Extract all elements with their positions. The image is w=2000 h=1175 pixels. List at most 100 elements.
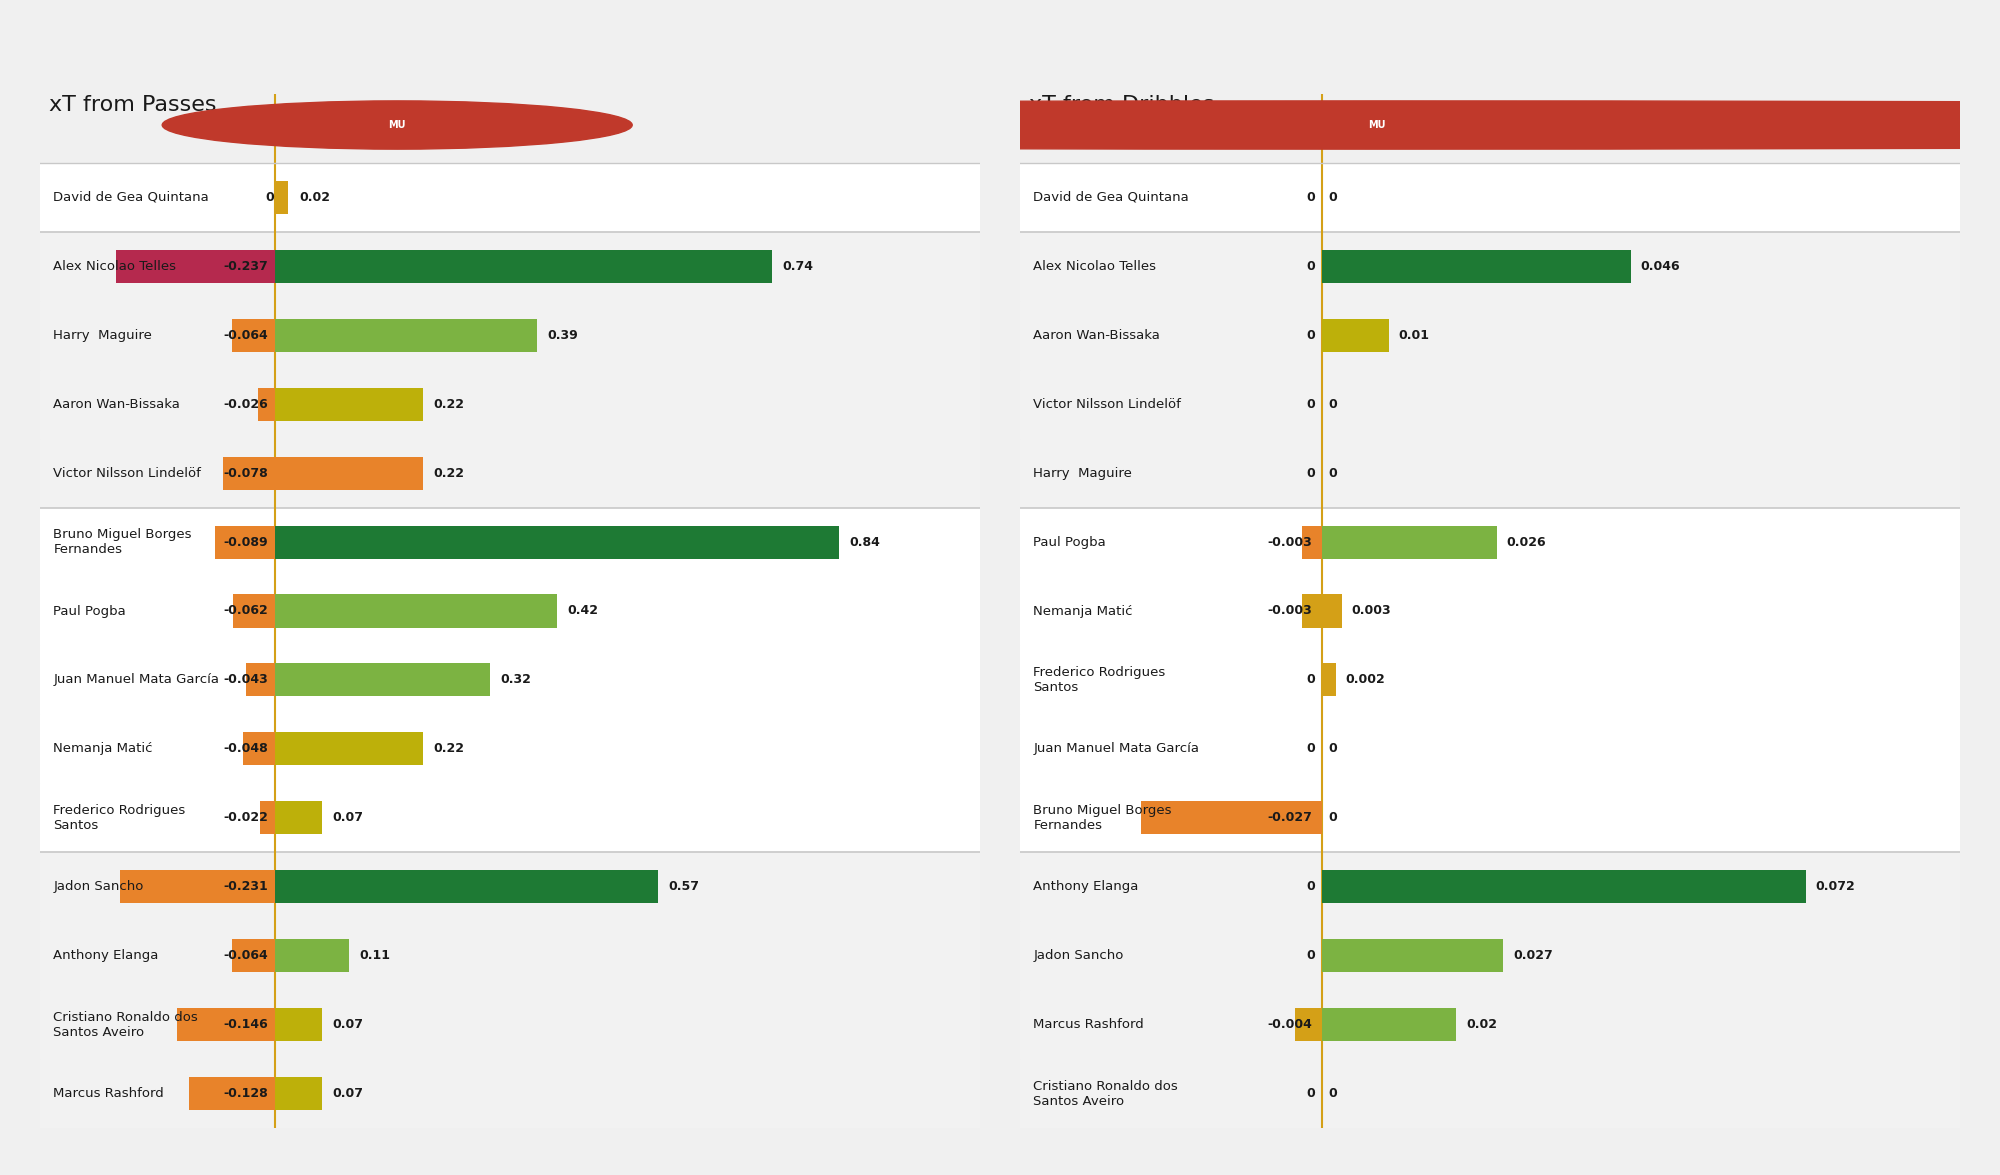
Bar bbox=[1322, 318, 1390, 351]
Bar bbox=[40, 645, 980, 714]
Text: -0.003: -0.003 bbox=[1268, 604, 1312, 618]
Bar bbox=[276, 181, 288, 214]
Bar bbox=[120, 871, 276, 904]
Bar bbox=[40, 370, 980, 438]
Text: xT from Passes: xT from Passes bbox=[50, 95, 216, 115]
Text: 0.74: 0.74 bbox=[782, 260, 814, 273]
Bar bbox=[176, 1008, 276, 1041]
Text: -0.089: -0.089 bbox=[224, 536, 268, 549]
Text: 0.84: 0.84 bbox=[850, 536, 880, 549]
Text: 0.22: 0.22 bbox=[434, 466, 464, 479]
Text: -0.043: -0.043 bbox=[224, 673, 268, 686]
Bar bbox=[258, 388, 276, 421]
Bar bbox=[1296, 1008, 1322, 1041]
Text: 0: 0 bbox=[1306, 260, 1316, 273]
Text: -0.231: -0.231 bbox=[224, 880, 268, 893]
Text: Nemanja Matić: Nemanja Matić bbox=[1034, 604, 1132, 618]
Text: 0.22: 0.22 bbox=[434, 743, 464, 756]
Text: -0.062: -0.062 bbox=[224, 604, 268, 618]
Text: Aaron Wan-Bissaka: Aaron Wan-Bissaka bbox=[54, 397, 180, 411]
Text: 0.002: 0.002 bbox=[1346, 673, 1384, 686]
Text: 0: 0 bbox=[1328, 1087, 1338, 1100]
Bar bbox=[116, 250, 276, 283]
Text: Harry  Maguire: Harry Maguire bbox=[54, 329, 152, 342]
Text: Paul Pogba: Paul Pogba bbox=[1034, 536, 1106, 549]
Text: -0.064: -0.064 bbox=[224, 949, 268, 962]
Text: -0.022: -0.022 bbox=[224, 811, 268, 825]
Text: -0.026: -0.026 bbox=[224, 397, 268, 411]
Text: 0: 0 bbox=[1306, 397, 1316, 411]
Text: 0: 0 bbox=[1328, 466, 1338, 479]
Bar bbox=[1020, 577, 1960, 645]
Bar bbox=[1020, 231, 1960, 301]
Text: Alex Nicolao Telles: Alex Nicolao Telles bbox=[1034, 260, 1156, 273]
Bar bbox=[190, 1077, 276, 1110]
Bar bbox=[40, 991, 980, 1059]
Bar bbox=[246, 664, 276, 697]
Bar bbox=[40, 163, 980, 231]
Text: Aaron Wan-Bissaka: Aaron Wan-Bissaka bbox=[1034, 329, 1160, 342]
Bar bbox=[1322, 525, 1496, 558]
Text: -0.048: -0.048 bbox=[224, 743, 268, 756]
Bar bbox=[1020, 645, 1960, 714]
Text: -0.004: -0.004 bbox=[1268, 1018, 1312, 1032]
Text: 0.046: 0.046 bbox=[1640, 260, 1680, 273]
Text: -0.003: -0.003 bbox=[1268, 536, 1312, 549]
Bar bbox=[1322, 595, 1342, 627]
Bar bbox=[276, 664, 490, 697]
Bar bbox=[1322, 664, 1336, 697]
Text: Nemanja Matić: Nemanja Matić bbox=[54, 743, 152, 756]
Bar bbox=[1020, 714, 1960, 784]
Bar bbox=[260, 801, 276, 834]
Text: 0: 0 bbox=[1306, 329, 1316, 342]
Bar bbox=[276, 525, 840, 558]
Bar bbox=[1020, 852, 1960, 921]
Text: 0.027: 0.027 bbox=[1512, 949, 1552, 962]
Text: Cristiano Ronaldo dos
Santos Aveiro: Cristiano Ronaldo dos Santos Aveiro bbox=[54, 1010, 198, 1039]
Text: xT from Dribbles: xT from Dribbles bbox=[1030, 95, 1214, 115]
Text: 0.02: 0.02 bbox=[300, 190, 330, 204]
Bar bbox=[232, 318, 276, 351]
Text: 0.42: 0.42 bbox=[568, 604, 598, 618]
Bar bbox=[1020, 438, 1960, 508]
Bar bbox=[40, 1059, 980, 1128]
Text: Victor Nilsson Lindelöf: Victor Nilsson Lindelöf bbox=[1034, 397, 1182, 411]
Text: 0.01: 0.01 bbox=[1398, 329, 1430, 342]
Circle shape bbox=[0, 101, 2000, 149]
Text: 0.32: 0.32 bbox=[500, 673, 532, 686]
Text: Harry  Maguire: Harry Maguire bbox=[1034, 466, 1132, 479]
Text: 0: 0 bbox=[1306, 190, 1316, 204]
Text: Frederico Rodrigues
Santos: Frederico Rodrigues Santos bbox=[1034, 666, 1166, 694]
Bar bbox=[40, 852, 980, 921]
Text: 0: 0 bbox=[1306, 949, 1316, 962]
Bar bbox=[1302, 595, 1322, 627]
Bar bbox=[276, 939, 348, 972]
Text: 0.11: 0.11 bbox=[360, 949, 390, 962]
Text: 0: 0 bbox=[1306, 466, 1316, 479]
Bar bbox=[276, 318, 536, 351]
Text: Jadon Sancho: Jadon Sancho bbox=[54, 880, 144, 893]
Text: MU: MU bbox=[1368, 120, 1386, 130]
Bar bbox=[1020, 1059, 1960, 1128]
Text: Anthony Elanga: Anthony Elanga bbox=[1034, 880, 1138, 893]
Bar bbox=[242, 732, 276, 765]
Bar bbox=[40, 577, 980, 645]
Bar bbox=[276, 1077, 322, 1110]
Text: 0.07: 0.07 bbox=[332, 811, 364, 825]
Bar bbox=[40, 784, 980, 852]
Text: 0.02: 0.02 bbox=[1466, 1018, 1496, 1032]
Bar bbox=[1140, 801, 1322, 834]
Text: MU: MU bbox=[388, 120, 406, 130]
Text: Anthony Elanga: Anthony Elanga bbox=[54, 949, 158, 962]
Text: Marcus Rashford: Marcus Rashford bbox=[54, 1087, 164, 1100]
Text: Bruno Miguel Borges
Fernandes: Bruno Miguel Borges Fernandes bbox=[54, 528, 192, 556]
Text: David de Gea Quintana: David de Gea Quintana bbox=[54, 190, 210, 204]
Bar bbox=[40, 231, 980, 301]
Text: -0.078: -0.078 bbox=[224, 466, 268, 479]
Bar bbox=[40, 508, 980, 577]
Text: 0.07: 0.07 bbox=[332, 1087, 364, 1100]
Text: David de Gea Quintana: David de Gea Quintana bbox=[1034, 190, 1190, 204]
Text: 0.07: 0.07 bbox=[332, 1018, 364, 1032]
Bar bbox=[276, 595, 556, 627]
Bar bbox=[40, 438, 980, 508]
